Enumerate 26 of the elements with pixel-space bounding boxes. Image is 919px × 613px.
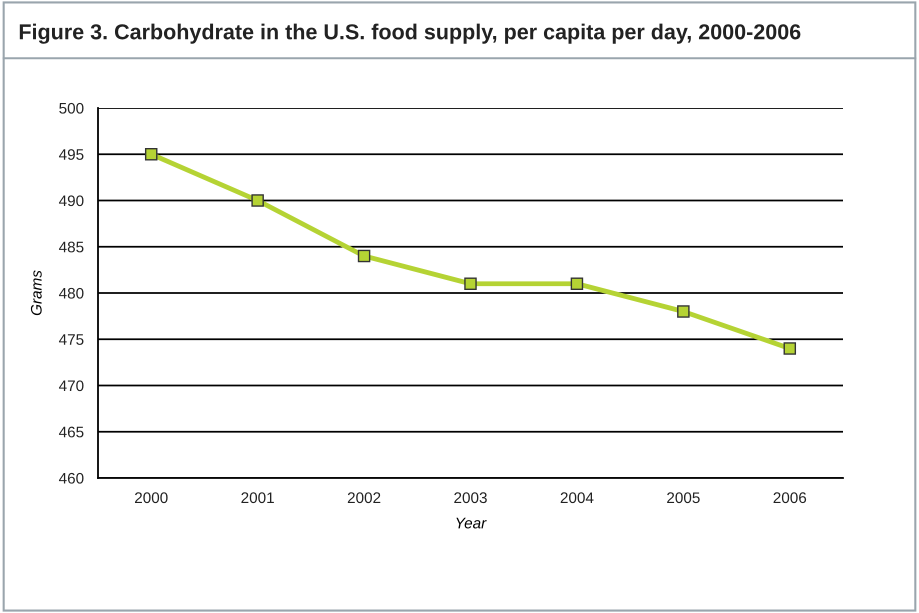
y-tick-label: 465	[58, 426, 84, 438]
point	[358, 250, 370, 262]
y-tick-label: 490	[58, 195, 84, 206]
point	[784, 342, 796, 355]
x-tick-label: 2002	[348, 492, 380, 504]
x-tick-label: 2003	[454, 492, 487, 504]
point	[677, 305, 690, 318]
x-tick-label: 2001	[241, 492, 274, 504]
y-tick-label: 500	[59, 102, 84, 114]
y-tick-label: 460	[58, 472, 84, 484]
x-tick-label: 2004	[560, 492, 594, 504]
y-tick-label: 480	[58, 288, 84, 299]
point	[570, 278, 584, 290]
x-tick-label: 2006	[774, 492, 806, 504]
x-axis-title: Year	[456, 518, 487, 528]
y-tick-label: 485	[58, 242, 84, 252]
x-tick-label: 2000	[134, 492, 168, 504]
y-axis-title: Grams	[30, 270, 42, 316]
chart-title: Figure 3. Carbohydrate in the U.S. food supply, per capita per day, 2000-2006	[20, 24, 800, 44]
point	[251, 194, 264, 207]
y-tick-label: 470	[58, 380, 84, 392]
point	[464, 278, 477, 290]
point	[144, 148, 158, 160]
y-tick-label: 475	[58, 334, 84, 345]
y-tick-label: 495	[58, 149, 84, 160]
x-tick-label: 2005	[667, 492, 700, 504]
